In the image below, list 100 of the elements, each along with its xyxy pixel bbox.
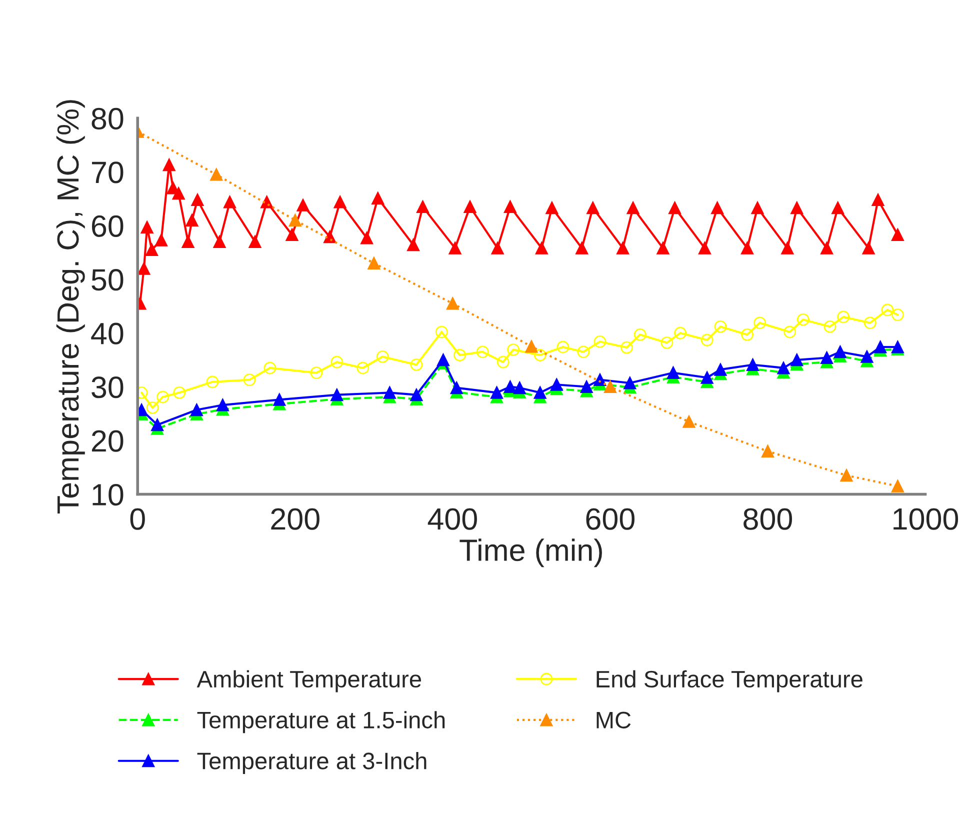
point [146,401,159,414]
y-tick-label: 70 [92,162,124,184]
legend-label: Temperature at 3-Inch [197,752,426,774]
point [206,376,219,388]
x-tick-label: 800 [744,508,792,530]
point [777,362,790,374]
point [620,341,633,354]
point [862,242,875,254]
x-tick-label: 400 [428,508,477,530]
point [476,346,489,358]
point [140,220,154,234]
point [330,388,344,402]
y-tick-label: 40 [91,322,124,344]
x-tick-label: 0 [130,508,145,530]
point [550,378,563,391]
point [535,242,548,254]
point [820,242,834,254]
point [243,374,256,386]
point [556,340,570,354]
point [891,228,904,241]
point [700,371,714,384]
point [368,256,380,270]
legend-label: MC [596,712,631,728]
point [700,334,714,346]
point [383,386,396,399]
point [754,316,766,330]
point [832,202,844,214]
point [751,202,764,214]
point [356,362,370,374]
point [446,297,459,310]
point [577,346,590,358]
point [310,366,323,380]
point [834,346,846,358]
point [790,202,804,214]
point [330,356,344,368]
point [496,356,510,368]
point [376,350,389,363]
point [454,348,466,362]
y-axis-title: Temperature (Deg. C), MC (%) [56,100,85,514]
point [781,242,794,254]
point [248,235,262,248]
point [286,228,298,241]
point [534,348,546,362]
x-tick-label: 1000 [894,508,958,530]
point [513,382,526,394]
point [656,242,670,254]
point [761,444,774,458]
point [172,187,185,200]
point [156,390,170,404]
y-tick-label: 50 [92,269,124,291]
point [714,320,727,333]
point [435,326,448,338]
point [698,242,711,254]
point [296,198,310,212]
legend-label: Ambient Temperature [196,670,422,692]
y-tick-label: 60 [92,215,124,237]
point [891,480,904,492]
point [660,336,674,349]
point [634,328,646,341]
point [626,202,640,214]
point [580,380,593,394]
point [740,242,754,254]
point [372,192,384,204]
point [616,242,630,254]
point [837,310,850,324]
point [507,343,520,356]
point [490,386,504,399]
point [872,194,884,206]
point [594,374,606,386]
point [666,366,680,380]
point [891,308,904,322]
point [784,326,796,338]
point [213,235,226,248]
point [860,350,874,363]
x-tick-label: 600 [586,508,634,530]
point [210,168,223,181]
point [796,313,810,326]
x-tick-label: 200 [271,508,320,530]
point [586,202,600,214]
point [604,380,616,394]
point [151,418,164,432]
point [264,362,276,374]
point [162,158,176,172]
legend-label: Temperature at 1.5-inch [197,711,445,734]
point [410,388,423,402]
point [820,352,834,364]
point [746,358,760,371]
point [288,214,302,226]
point [173,386,186,399]
point [534,386,546,399]
point [416,200,429,214]
point [216,398,229,412]
point [334,196,346,208]
y-tick-label: 20 [92,430,124,452]
point [624,376,636,390]
point [874,340,887,354]
point [525,340,538,353]
point [154,234,168,246]
point [448,242,462,254]
point [324,230,336,244]
